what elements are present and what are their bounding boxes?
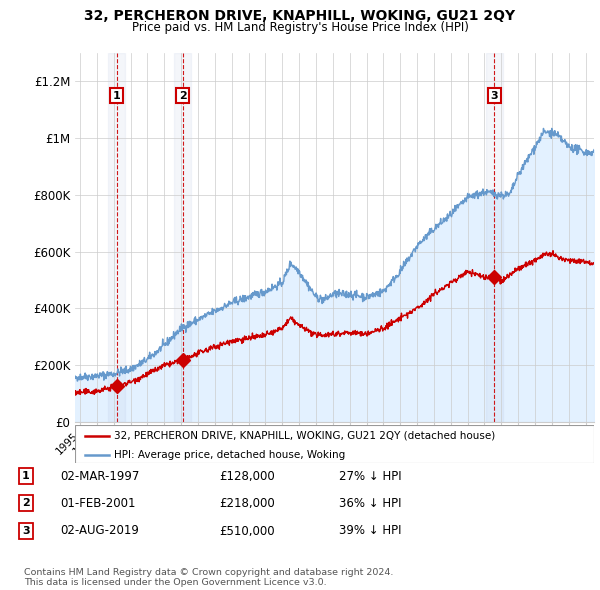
Text: £128,000: £128,000: [219, 470, 275, 483]
Text: £510,000: £510,000: [219, 525, 275, 537]
Text: 27% ↓ HPI: 27% ↓ HPI: [339, 470, 401, 483]
Text: 39% ↓ HPI: 39% ↓ HPI: [339, 525, 401, 537]
Text: 3: 3: [490, 90, 498, 100]
Text: 1: 1: [113, 90, 121, 100]
Text: 01-FEB-2001: 01-FEB-2001: [60, 497, 136, 510]
Text: 3: 3: [22, 526, 29, 536]
Text: 2: 2: [22, 499, 29, 508]
Bar: [486, 53, 503, 422]
Text: 1: 1: [22, 471, 29, 481]
Text: 32, PERCHERON DRIVE, KNAPHILL, WOKING, GU21 2QY: 32, PERCHERON DRIVE, KNAPHILL, WOKING, G…: [85, 9, 515, 23]
Text: £218,000: £218,000: [219, 497, 275, 510]
Text: Contains HM Land Registry data © Crown copyright and database right 2024.
This d: Contains HM Land Registry data © Crown c…: [24, 568, 394, 587]
Text: 36% ↓ HPI: 36% ↓ HPI: [339, 497, 401, 510]
Bar: [174, 53, 191, 422]
Text: Price paid vs. HM Land Registry's House Price Index (HPI): Price paid vs. HM Land Registry's House …: [131, 21, 469, 34]
Text: 2: 2: [179, 90, 187, 100]
Text: 32, PERCHERON DRIVE, KNAPHILL, WOKING, GU21 2QY (detached house): 32, PERCHERON DRIVE, KNAPHILL, WOKING, G…: [114, 431, 495, 441]
Bar: [108, 53, 125, 422]
Text: 02-AUG-2019: 02-AUG-2019: [60, 525, 139, 537]
Text: HPI: Average price, detached house, Woking: HPI: Average price, detached house, Woki…: [114, 450, 345, 460]
Text: 02-MAR-1997: 02-MAR-1997: [60, 470, 139, 483]
